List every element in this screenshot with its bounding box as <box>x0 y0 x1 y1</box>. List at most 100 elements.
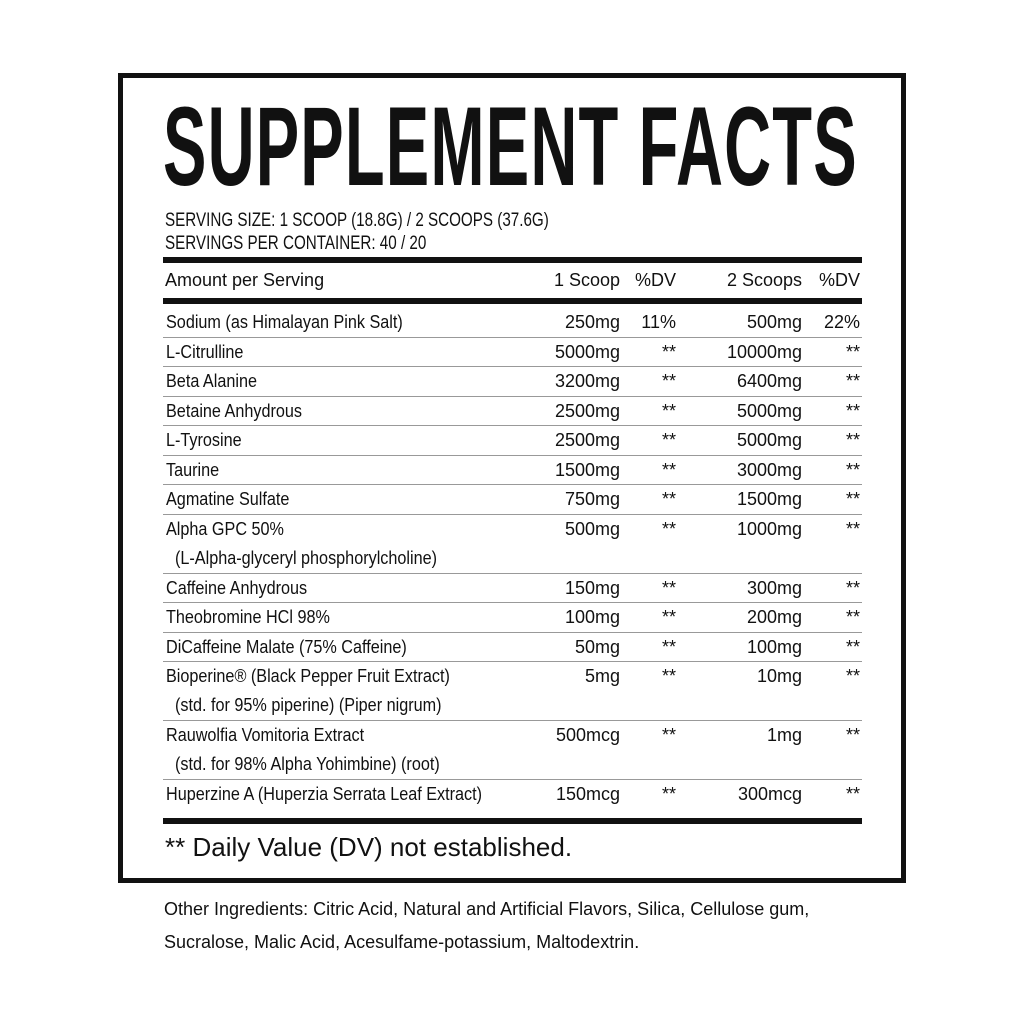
amount-2-scoops: 300mcg <box>737 784 802 804</box>
table-row: Agmatine Sulfate 750mg ** 1500mg ** <box>163 485 862 515</box>
dv-1-scoop: ** <box>661 459 676 480</box>
dv-1-scoop: ** <box>661 400 676 421</box>
amount-1-scoop: 5mg <box>584 666 620 686</box>
table-row: Alpha GPC 50% 500mg ** 1000mg ** (L-Alpha-gly… <box>163 515 862 574</box>
dv-1-scoop: ** <box>661 666 676 686</box>
dv-2-scoops: ** <box>845 636 860 657</box>
dv-1-scoop: ** <box>661 636 676 657</box>
amount-2-scoops: 100mg <box>746 636 802 657</box>
dv-2-scoops: 22% <box>823 312 860 332</box>
dv-2-scoops: ** <box>845 784 860 804</box>
ingredient-name: L-Tyrosine <box>166 430 242 450</box>
amount-2-scoops: 1mg <box>766 725 802 745</box>
dv-2-scoops: ** <box>845 400 860 421</box>
dv-1-scoop: 11% <box>641 312 676 332</box>
dv-2-scoops: ** <box>845 577 860 598</box>
ingredient-name: Alpha GPC 50% <box>166 518 284 539</box>
table-row: Betaine Anhydrous 2500mg ** 5000mg ** <box>163 397 862 426</box>
header-dv-2: %DV <box>818 270 860 290</box>
table-row: Theobromine HCl 98% 100mg ** 200mg ** <box>163 603 862 633</box>
dv-2-scoops: ** <box>845 518 860 539</box>
header-2-scoops: 2 Scoops <box>726 270 802 290</box>
table-header: Amount per Serving 1 Scoop %DV 2 Scoops … <box>165 266 862 294</box>
other-ingredients: Other Ingredients: Citric Acid, Natural … <box>164 899 810 952</box>
ingredient-name: Betaine Anhydrous <box>166 400 303 421</box>
dv-1-scoop: ** <box>661 341 676 362</box>
table-row: Sodium (as Himalayan Pink Salt) 250mg 11% 5… <box>163 308 862 338</box>
amount-2-scoops: 500mg <box>746 312 802 332</box>
amount-2-scoops: 10mg <box>756 666 802 686</box>
amount-1-scoop: 500mg <box>564 518 620 539</box>
ingredient-name: Bioperine® (Black Pepper Fruit Extract) <box>166 666 450 686</box>
ingredient-name: Beta Alanine <box>166 371 257 391</box>
amount-1-scoop: 250mg <box>564 312 620 332</box>
dv-1-scoop: ** <box>661 518 676 539</box>
table-row: Huperzine A (Huperzia Serrata Leaf Extra… <box>163 780 862 810</box>
ingredient-detail: (std. for 95% piperine) (Piper nigrum) <box>175 695 442 715</box>
dv-2-scoops: ** <box>845 725 860 745</box>
dv-2-scoops: ** <box>845 430 860 450</box>
dv-2-scoops: ** <box>845 371 860 391</box>
dv-1-scoop: ** <box>661 784 676 804</box>
table-row: Taurine 1500mg ** 3000mg ** <box>163 456 862 485</box>
amount-1-scoop: 1500mg <box>554 459 620 480</box>
amount-1-scoop: 5000mg <box>554 341 620 362</box>
ingredient-table: Sodium (as Himalayan Pink Salt) 250mg 11% 5… <box>163 308 862 810</box>
ingredient-name: Huperzine A (Huperzia Serrata Leaf Extra… <box>166 784 483 804</box>
supplement-facts-panel <box>118 73 906 883</box>
ingredient-name: Caffeine Anhydrous <box>166 577 308 598</box>
amount-1-scoop: 500mcg <box>555 725 620 745</box>
dv-1-scoop: ** <box>661 725 676 745</box>
table-row: Beta Alanine 3200mg ** 6400mg ** <box>163 367 862 397</box>
dv-1-scoop: ** <box>661 489 676 509</box>
dv-2-scoops: ** <box>845 666 860 686</box>
amount-2-scoops: 1500mg <box>736 489 802 509</box>
thick-divider <box>163 257 862 263</box>
ingredient-detail: (std. for 98% Alpha Yohimbine) (root) <box>175 754 440 774</box>
dv-2-scoops: ** <box>845 607 860 627</box>
serving-size: SERVING SIZE: 1 SCOOP (18.8G) / 2 SCOOPS… <box>165 210 549 231</box>
ingredient-detail: (L-Alpha-glyceryl phosphorylcholine) <box>175 547 438 568</box>
amount-2-scoops: 6400mg <box>736 371 802 391</box>
ingredient-name: Rauwolfia Vomitoria Extract <box>166 725 365 745</box>
amount-1-scoop: 2500mg <box>554 400 620 421</box>
ingredient-name: DiCaffeine Malate (75% Caffeine) <box>166 636 407 657</box>
thick-divider <box>163 298 862 304</box>
amount-1-scoop: 2500mg <box>554 430 620 450</box>
servings-per-container: SERVINGS PER CONTAINER: 40 / 20 <box>165 233 427 254</box>
footnote: ** Daily Value (DV) not established. <box>165 832 573 862</box>
ingredient-name: Theobromine HCl 98% <box>166 607 330 627</box>
amount-2-scoops: 3000mg <box>736 459 802 480</box>
amount-1-scoop: 150mcg <box>555 784 620 804</box>
panel-title: SUPPLEMENT FACTS <box>163 84 858 209</box>
amount-1-scoop: 3200mg <box>554 371 620 391</box>
ingredient-name: Agmatine Sulfate <box>166 489 290 509</box>
dv-1-scoop: ** <box>661 607 676 627</box>
table-row: Caffeine Anhydrous 150mg ** 300mg ** <box>163 574 862 603</box>
table-row: L-Citrulline 5000mg ** 10000mg ** <box>163 338 862 367</box>
amount-1-scoop: 750mg <box>564 489 620 509</box>
amount-2-scoops: 5000mg <box>736 430 802 450</box>
header-dv-1: %DV <box>634 270 676 290</box>
dv-1-scoop: ** <box>661 430 676 450</box>
amount-2-scoops: 200mg <box>746 607 802 627</box>
ingredient-name: Sodium (as Himalayan Pink Salt) <box>166 312 403 332</box>
dv-2-scoops: ** <box>845 459 860 480</box>
thick-divider <box>163 818 862 824</box>
dv-2-scoops: ** <box>845 341 860 362</box>
header-1-scoop: 1 Scoop <box>553 270 620 290</box>
table-row: L-Tyrosine 2500mg ** 5000mg ** <box>163 426 862 456</box>
dv-1-scoop: ** <box>661 577 676 598</box>
ingredient-name: Taurine <box>166 459 220 480</box>
ingredient-name: L-Citrulline <box>166 341 244 362</box>
dv-2-scoops: ** <box>845 489 860 509</box>
amount-2-scoops: 300mg <box>746 577 802 598</box>
amount-1-scoop: 50mg <box>574 636 620 657</box>
amount-2-scoops: 10000mg <box>726 341 802 362</box>
header-amount-per-serving: Amount per Serving <box>165 270 325 290</box>
table-row: DiCaffeine Malate (75% Caffeine) 50mg ** 10… <box>163 633 862 662</box>
amount-2-scoops: 1000mg <box>736 518 802 539</box>
amount-2-scoops: 5000mg <box>736 400 802 421</box>
table-row: Rauwolfia Vomitoria Extract 500mcg ** 1mg **… <box>163 721 862 780</box>
table-row: Bioperine® (Black Pepper Fruit Extract) 5… <box>163 662 862 721</box>
